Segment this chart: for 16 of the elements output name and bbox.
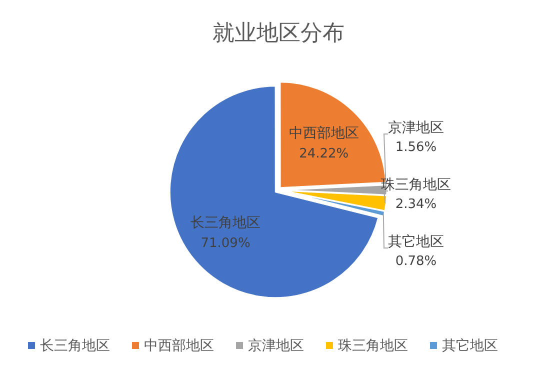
legend-label: 长三角地区 <box>40 338 110 354</box>
slice-label: 珠三角地区 <box>381 177 451 193</box>
legend-label: 其它地区 <box>442 338 498 354</box>
data-label: 1.56% <box>395 140 437 155</box>
data-label: 71.09% <box>200 236 250 252</box>
slice-label: 长三角地区 <box>190 215 261 232</box>
data-label: 2.34% <box>395 197 437 212</box>
slice-label: 中西部地区 <box>288 126 359 142</box>
legend-label: 京津地区 <box>248 338 304 354</box>
slice-label: 京津地区 <box>388 120 444 136</box>
data-label: 24.22% <box>299 146 349 162</box>
data-label: 0.78% <box>395 254 437 269</box>
chart-title: 就业地区分布 <box>212 21 344 46</box>
legend-label: 珠三角地区 <box>338 338 408 354</box>
slice-label: 其它地区 <box>388 234 444 250</box>
legend-label: 中西部地区 <box>144 338 214 354</box>
